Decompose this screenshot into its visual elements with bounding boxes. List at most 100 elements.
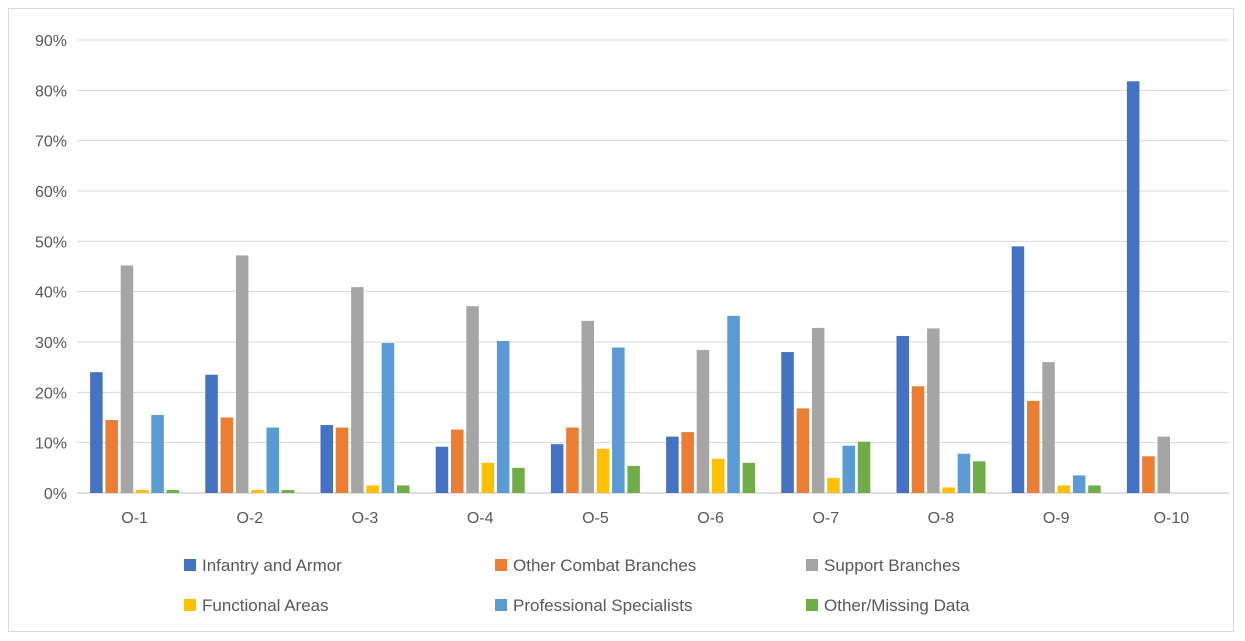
bar [466, 306, 479, 493]
bar-chart: 0%10%20%30%40%50%60%70%80%90% O-1 O-2 O-3 O… [35, 33, 1229, 615]
bar [811, 327, 825, 493]
bar [696, 350, 710, 493]
bar [1088, 485, 1101, 493]
legend-swatch [495, 559, 507, 571]
legend-label: Professional Specialists [513, 596, 693, 615]
bar [1042, 362, 1055, 493]
bar [481, 462, 495, 493]
bar [90, 372, 103, 493]
legend-swatch [806, 559, 818, 571]
legend-label: Other/Missing Data [824, 596, 970, 615]
bar [581, 320, 594, 493]
bar [512, 467, 525, 493]
y-tick-label: 10% [35, 436, 67, 453]
y-tick-label: 40% [35, 285, 67, 302]
bar [681, 432, 694, 493]
series-infantry-and-armor [90, 81, 1140, 494]
bar [496, 340, 510, 493]
y-tick-label: 20% [35, 385, 67, 402]
x-tick-label: O-10 [1154, 510, 1190, 527]
series-other-missing-data [166, 441, 1101, 493]
legend-item: Professional Specialists [495, 596, 693, 615]
bar [796, 408, 810, 493]
legend-item: Other Combat Branches [495, 556, 696, 575]
y-tick-label: 80% [35, 83, 67, 100]
bar [596, 448, 610, 493]
series-functional-areas [136, 448, 1071, 493]
bar [727, 315, 740, 493]
x-tick-label: O-3 [352, 510, 379, 527]
x-tick-label: O-9 [1043, 510, 1070, 527]
legend-swatch [184, 599, 196, 611]
bar [266, 427, 279, 493]
legend-item: Functional Areas [184, 596, 329, 615]
bar [712, 458, 725, 493]
bar [1057, 485, 1071, 493]
x-tick-label: O-1 [121, 510, 148, 527]
bar [612, 347, 625, 493]
bar [136, 489, 149, 493]
series-professional-specialists [151, 315, 1086, 493]
bar [857, 441, 871, 493]
bar [973, 461, 986, 493]
y-axis-tick-labels: 0% 10% 20% 30% 40% 50% 60% 70% 80% 90% [35, 33, 67, 503]
chart-frame: 0% 10% 20% 30% 40% 50% 60% 70% 80% 90% O-1 O-2 O-3 O… [8, 8, 1234, 632]
legend: Infantry and Armor Other Combat Branches S… [184, 556, 970, 615]
y-tick-label: 0% [44, 486, 67, 503]
bar [451, 429, 464, 493]
legend-label: Other Combat Branches [513, 556, 696, 575]
legend-swatch [495, 599, 507, 611]
bar [827, 477, 840, 493]
bar [435, 446, 449, 493]
legend-label: Infantry and Armor [202, 556, 342, 575]
x-tick-label: O-6 [697, 510, 724, 527]
legend-item: Other/Missing Data [806, 596, 970, 615]
bar [957, 453, 971, 493]
bar [335, 427, 349, 493]
series-other-combat-branches [105, 386, 1155, 493]
x-tick-label: O-5 [582, 510, 609, 527]
legend-swatch [184, 559, 196, 571]
x-axis-tick-labels: O-1 O-2 O-3 O-4 O-5 O-6 O-7 O-8 O-9 O-10 [121, 510, 1189, 527]
bar [781, 352, 794, 493]
x-tick-label: O-7 [812, 510, 839, 527]
bar [235, 255, 249, 493]
bar [1142, 456, 1155, 493]
legend-label: Functional Areas [202, 596, 329, 615]
bar [842, 445, 855, 493]
legend-swatch [806, 599, 818, 611]
bar [1072, 475, 1086, 493]
bar [105, 420, 118, 493]
bar [1011, 246, 1025, 493]
bar [205, 374, 218, 493]
bar [320, 425, 333, 493]
bar [627, 465, 640, 493]
bar [351, 287, 364, 493]
gridlines [77, 39, 1229, 494]
x-tick-label: O-8 [928, 510, 955, 527]
bar [1126, 81, 1140, 494]
bar [166, 489, 180, 493]
bar [1157, 436, 1170, 493]
legend-label: Support Branches [824, 556, 960, 575]
bar [251, 489, 264, 493]
y-tick-label: 70% [35, 134, 67, 151]
x-tick-label: O-4 [467, 510, 494, 527]
bar [220, 417, 234, 493]
bar [742, 462, 756, 493]
bar [566, 427, 579, 493]
bar [896, 335, 909, 493]
bar [397, 485, 410, 493]
y-tick-label: 60% [35, 184, 67, 201]
bar [151, 414, 164, 493]
series-support-branches [120, 255, 1170, 493]
bar [1027, 400, 1040, 493]
y-tick-label: 90% [35, 33, 67, 50]
y-tick-label: 30% [35, 335, 67, 352]
legend-item: Infantry and Armor [184, 556, 342, 575]
bar [281, 489, 295, 493]
bar [911, 386, 925, 493]
bar-series [90, 81, 1170, 494]
bar [927, 328, 940, 493]
bar [550, 444, 564, 493]
